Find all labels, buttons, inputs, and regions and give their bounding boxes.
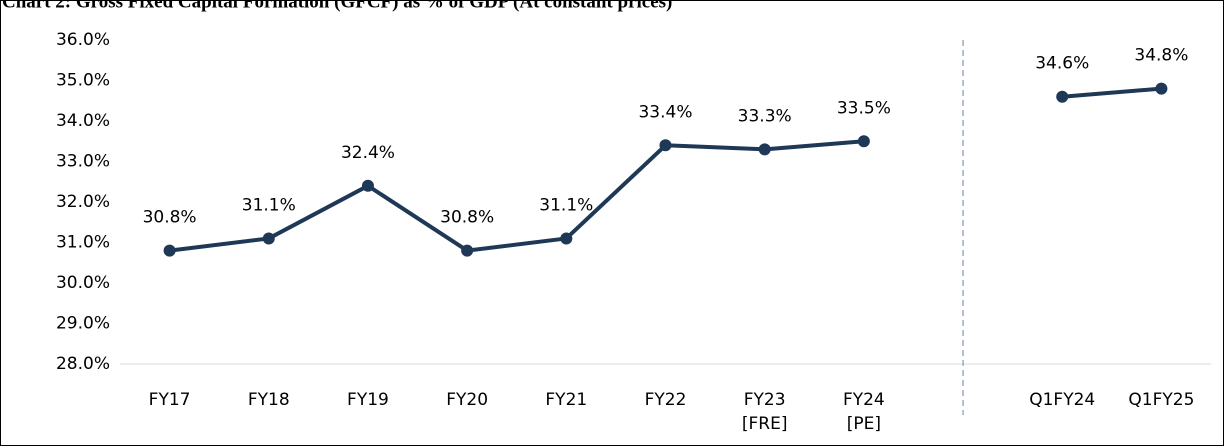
data-label: 32.4% (341, 143, 395, 163)
marker (758, 143, 771, 156)
chart-title: Chart 2: Gross Fixed Capital Formation (… (2, 0, 672, 12)
x-tick-label: FY23 [FRE] (741, 390, 788, 434)
y-tick-label: 29.0% (56, 314, 110, 334)
marker (857, 135, 870, 148)
x-tick-label: FY24 [PE] (842, 390, 885, 434)
y-tick-label: 35.0% (56, 71, 110, 91)
data-label: 30.8% (143, 208, 197, 228)
x-tick-label: FY17 (148, 390, 191, 410)
data-label: 33.3% (738, 106, 792, 126)
y-tick-label: 30.0% (56, 273, 110, 293)
x-tick-label: Q1FY25 (1128, 390, 1195, 410)
y-tick-label: 33.0% (56, 152, 110, 172)
y-tick-label: 32.0% (56, 192, 110, 212)
x-tick-label: FY18 (247, 390, 290, 410)
data-label: 34.8% (1134, 46, 1188, 66)
y-tick-label: 31.0% (56, 233, 110, 253)
marker (461, 244, 474, 257)
data-label: 31.1% (242, 195, 296, 215)
data-label: 31.1% (539, 195, 593, 215)
marker (163, 244, 176, 257)
marker (1056, 90, 1069, 103)
marker (659, 139, 672, 152)
marker (361, 179, 374, 192)
marker (262, 232, 275, 245)
data-label: 30.8% (440, 208, 494, 228)
line (169, 86, 1162, 253)
marker (1155, 82, 1168, 95)
y-tick-label: 28.0% (56, 354, 110, 374)
data-label: 34.6% (1035, 54, 1089, 74)
x-tick-label: FY19 (347, 390, 389, 410)
x-tick-label: Q1FY24 (1029, 390, 1096, 410)
marker (560, 232, 573, 245)
data-label: 33.4% (638, 102, 692, 122)
data-label: 33.5% (837, 98, 891, 118)
x-tick-label: FY21 (545, 390, 588, 410)
x-tick-label: FY22 (644, 390, 687, 410)
y-tick-label: 36.0% (56, 30, 110, 50)
y-tick-label: 34.0% (56, 111, 110, 131)
x-tick-label: FY20 (446, 390, 489, 410)
